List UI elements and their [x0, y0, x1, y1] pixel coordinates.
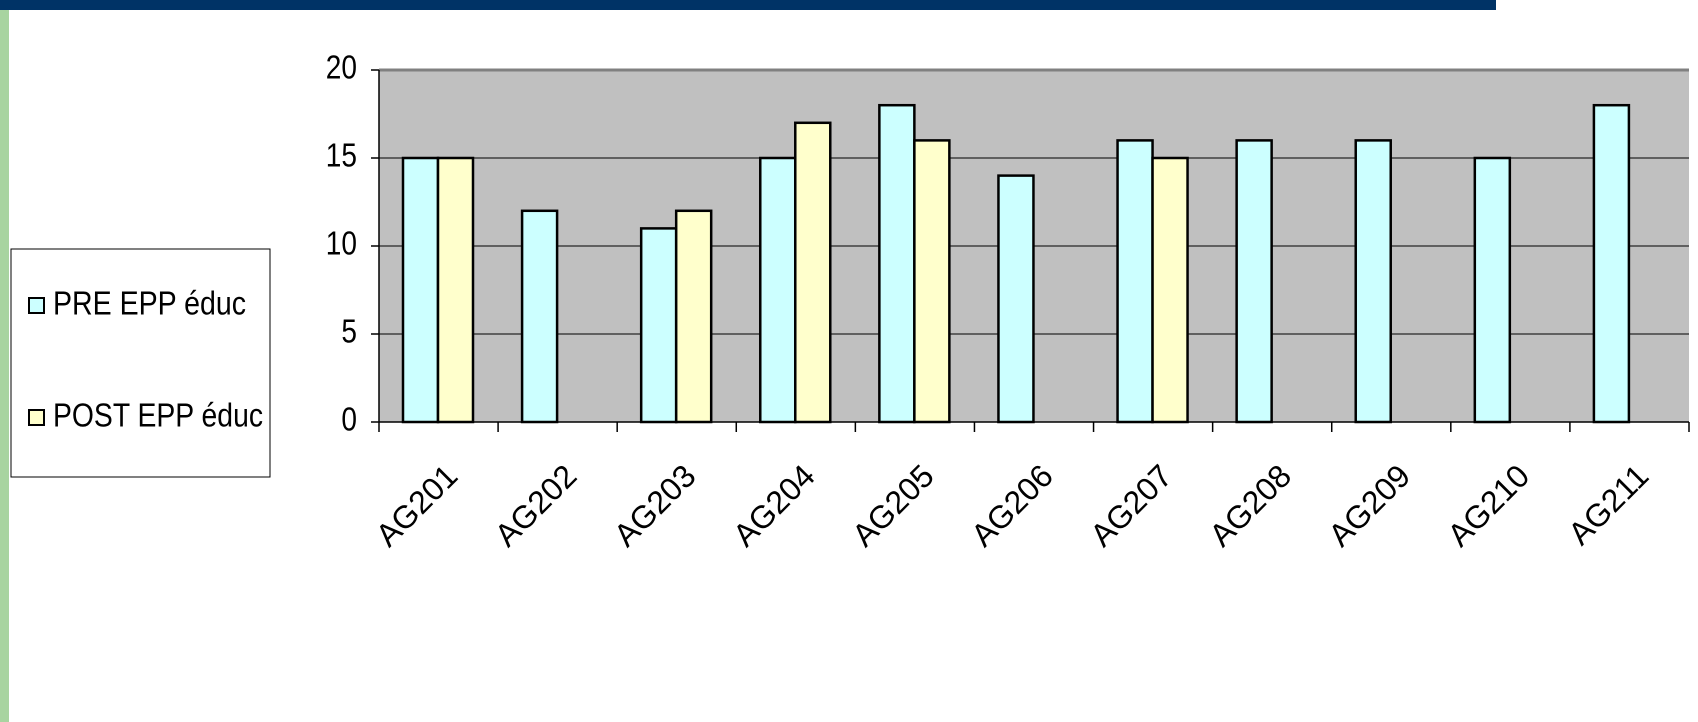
x-tick-label: AG211 [1561, 457, 1655, 551]
legend-swatch [28, 409, 45, 426]
bar [436, 156, 475, 424]
bar [401, 156, 440, 424]
legend-label: POST EPP éduc [53, 397, 263, 434]
x-tick-label: AG207 [1083, 457, 1179, 553]
legend-swatch [28, 297, 45, 314]
y-tick-label: 20 [326, 50, 357, 87]
bar [794, 121, 832, 424]
y-tick-label: 15 [326, 138, 357, 175]
legend-label: PRE EPP éduc [53, 285, 246, 322]
x-tick-label: AG201 [369, 457, 465, 553]
bar [1473, 156, 1512, 424]
bar [1116, 139, 1154, 424]
x-tick-label: AG204 [726, 457, 822, 553]
bar [759, 156, 797, 424]
bar [674, 209, 713, 424]
bar [878, 103, 916, 424]
x-tick-label: AG205 [845, 457, 941, 553]
bar [1235, 139, 1273, 424]
top-bar [0, 0, 1496, 10]
y-tick-label: 0 [341, 402, 357, 439]
bar [1592, 103, 1631, 424]
bar [639, 227, 678, 424]
legend-box [10, 248, 271, 478]
bar [913, 139, 951, 424]
bar [1151, 156, 1189, 424]
bar [997, 174, 1035, 424]
x-tick-label: AG209 [1321, 457, 1417, 553]
x-tick-label: AG210 [1440, 457, 1536, 553]
y-tick-label: 10 [326, 226, 357, 263]
x-tick-label: AG202 [488, 457, 584, 553]
bar [520, 209, 559, 424]
x-tick-label: AG206 [964, 457, 1060, 553]
bar [1354, 139, 1392, 424]
x-tick-label: AG203 [607, 457, 703, 553]
y-tick-label: 5 [341, 314, 357, 351]
side-strip [0, 10, 9, 722]
x-tick-label: AG208 [1202, 457, 1298, 553]
